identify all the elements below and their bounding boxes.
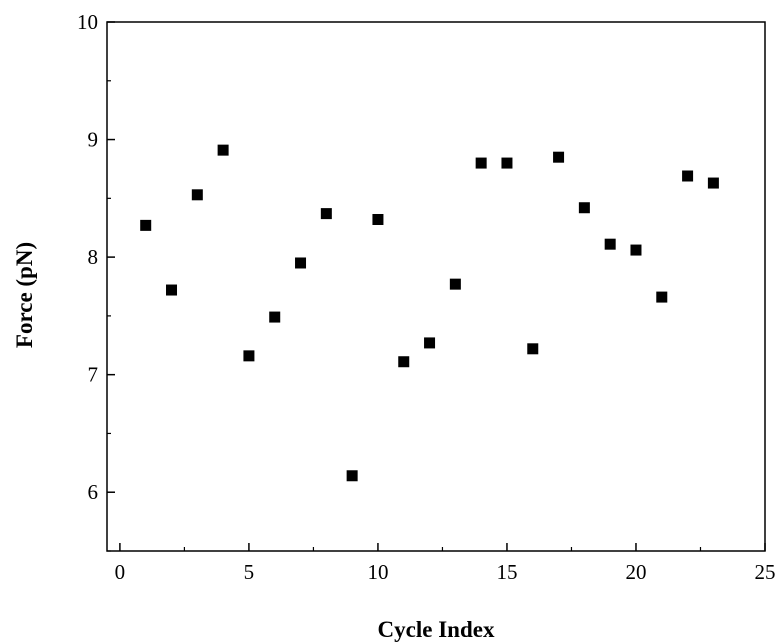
y-tick-label: 7 [88,363,99,387]
x-tick-label: 15 [496,560,517,584]
data-point [217,144,229,156]
y-axis-title: Force (pN) [12,242,37,348]
data-point [501,157,513,169]
data-point [424,337,436,349]
data-point [553,151,565,163]
x-axis-title: Cycle Index [378,617,495,642]
data-point [656,291,668,303]
plot-frame [106,21,766,552]
data-point [243,350,255,362]
data-point [604,238,616,250]
data-point [398,356,410,368]
data-point [449,278,461,290]
y-tick-label: 8 [88,245,99,269]
x-axis-ticks: 0 5 10 15 20 25 [115,543,776,584]
x-tick-label: 25 [755,560,776,584]
x-tick-label: 0 [115,560,126,584]
x-tick-label: 10 [367,560,388,584]
data-point [707,177,719,189]
data-point [166,284,178,296]
data-points [140,144,719,482]
data-point [578,202,590,214]
y-tick-label: 6 [88,480,99,504]
y-tick-label: 9 [88,128,99,152]
data-point [269,311,281,323]
data-point [320,208,332,220]
plot-border [106,21,766,552]
data-point [682,170,694,182]
x-tick-label: 5 [244,560,255,584]
data-point [527,343,539,355]
y-tick-label: 10 [77,10,98,34]
data-point [630,244,642,256]
data-point [140,219,152,231]
data-point [475,157,487,169]
data-point [295,257,307,269]
x-tick-label: 20 [625,560,646,584]
y-axis-ticks: 6 7 8 9 10 [77,10,115,552]
data-point [346,470,358,482]
data-point [191,189,203,201]
data-point [372,213,384,225]
